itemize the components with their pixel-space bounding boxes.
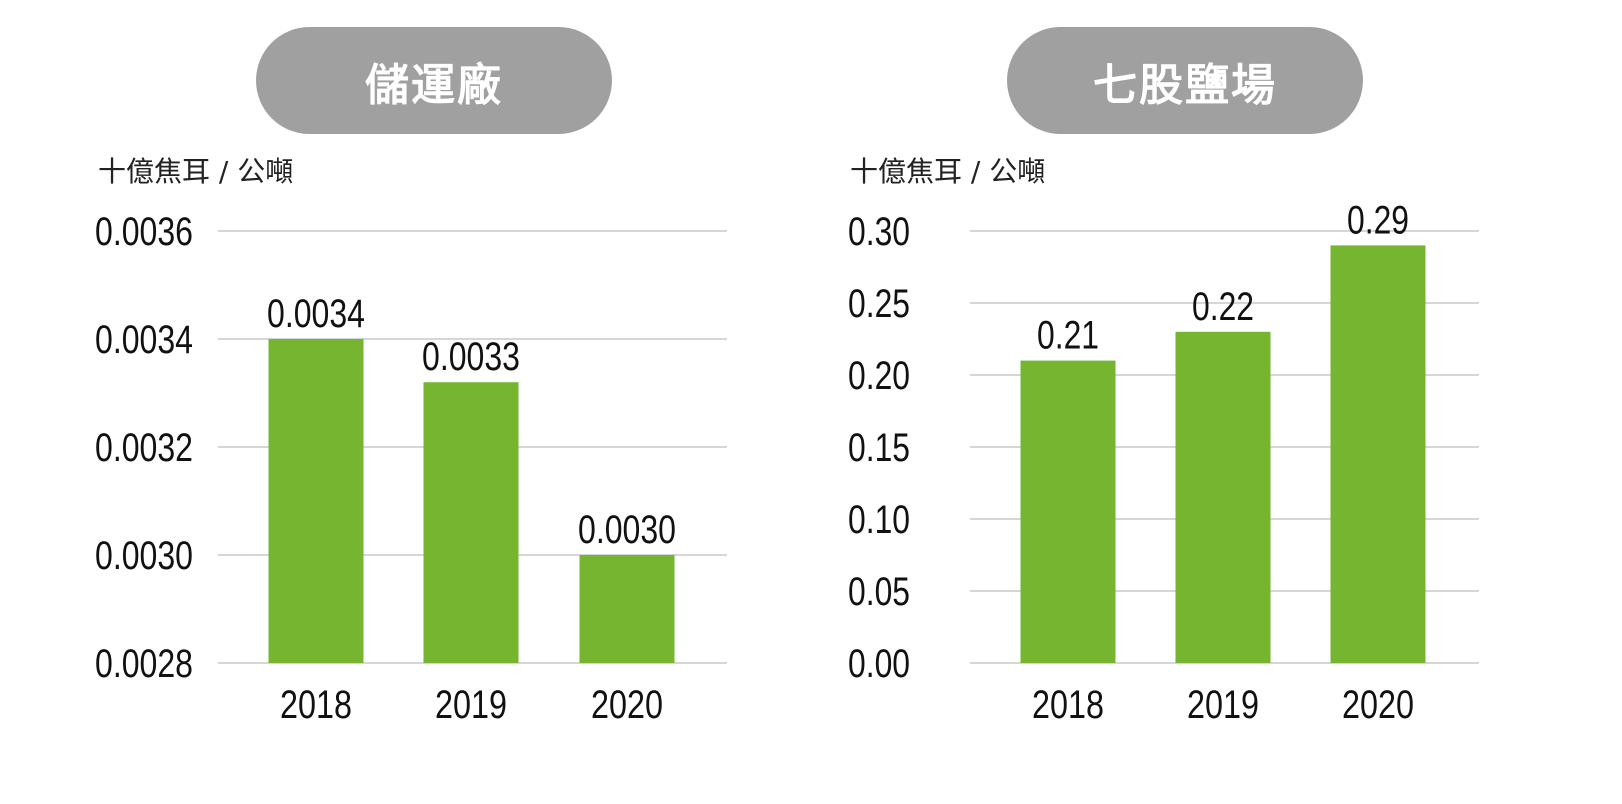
x-tick-label: 2018 <box>1032 683 1104 727</box>
y-tick-label: 0.20 <box>848 354 910 398</box>
bar-chart-storage-plant: 0.0036 0.0034 0.0032 0.0030 0.0028 0.0034 2018… <box>95 210 727 727</box>
x-tick-label: 2020 <box>1342 683 1414 727</box>
bar-2019 <box>423 382 519 663</box>
y-tick-label: 0.0032 <box>95 426 193 470</box>
y-tick-label: 0.30 <box>848 210 910 254</box>
y-tick-label: 0.10 <box>848 498 910 542</box>
y-tick-label: 0.0030 <box>95 534 193 578</box>
chart-title-pill: 七股鹽場 <box>1007 27 1363 134</box>
y-tick-label: 0.0036 <box>95 210 193 254</box>
x-tick-label: 2020 <box>591 683 663 727</box>
y-axis-unit-label: 十億焦耳 / 公噸 <box>98 155 294 188</box>
bar-2020 <box>579 555 675 663</box>
x-tick-label: 2018 <box>280 683 352 727</box>
y-tick-label: 0.25 <box>848 282 910 326</box>
x-tick-label: 2019 <box>435 683 507 727</box>
bar-chart-cigu-salt-field: 0.30 0.25 0.20 0.15 0.10 0.05 0.00 0.21 2018 0.22… <box>848 198 1479 727</box>
data-label: 0.21 <box>1037 314 1099 358</box>
data-label: 0.0033 <box>422 335 520 379</box>
y-axis-unit-label: 十億焦耳 / 公噸 <box>850 155 1046 188</box>
chart-panel-storage-plant: 儲運廠 十億焦耳 / 公噸 0.0036 0.0034 0.0032 0.0030 0.… <box>0 0 780 804</box>
bar-2018 <box>268 339 364 663</box>
data-label: 0.0034 <box>267 292 365 336</box>
bar-2018 <box>1020 360 1116 663</box>
y-tick-label: 0.15 <box>848 426 910 470</box>
y-tick-label: 0.0034 <box>95 318 193 362</box>
y-tick-label: 0.05 <box>848 570 910 614</box>
bar-2020 <box>1330 245 1426 663</box>
chart-title: 七股鹽場 <box>1093 59 1277 111</box>
y-tick-label: 0.0028 <box>95 642 193 686</box>
chart-title-pill: 儲運廠 <box>256 27 612 134</box>
data-label: 0.0030 <box>578 508 676 552</box>
data-label: 0.22 <box>1192 285 1254 329</box>
bar-2019 <box>1175 331 1271 663</box>
x-tick-label: 2019 <box>1187 683 1259 727</box>
y-tick-label: 0.00 <box>848 642 910 686</box>
data-label: 0.29 <box>1347 198 1409 242</box>
chart-panel-cigu-salt-field: 七股鹽場 十億焦耳 / 公噸 0.30 0.25 0.20 0.15 0.10 0.05 0… <box>780 0 1560 804</box>
chart-title: 儲運廠 <box>365 59 503 111</box>
